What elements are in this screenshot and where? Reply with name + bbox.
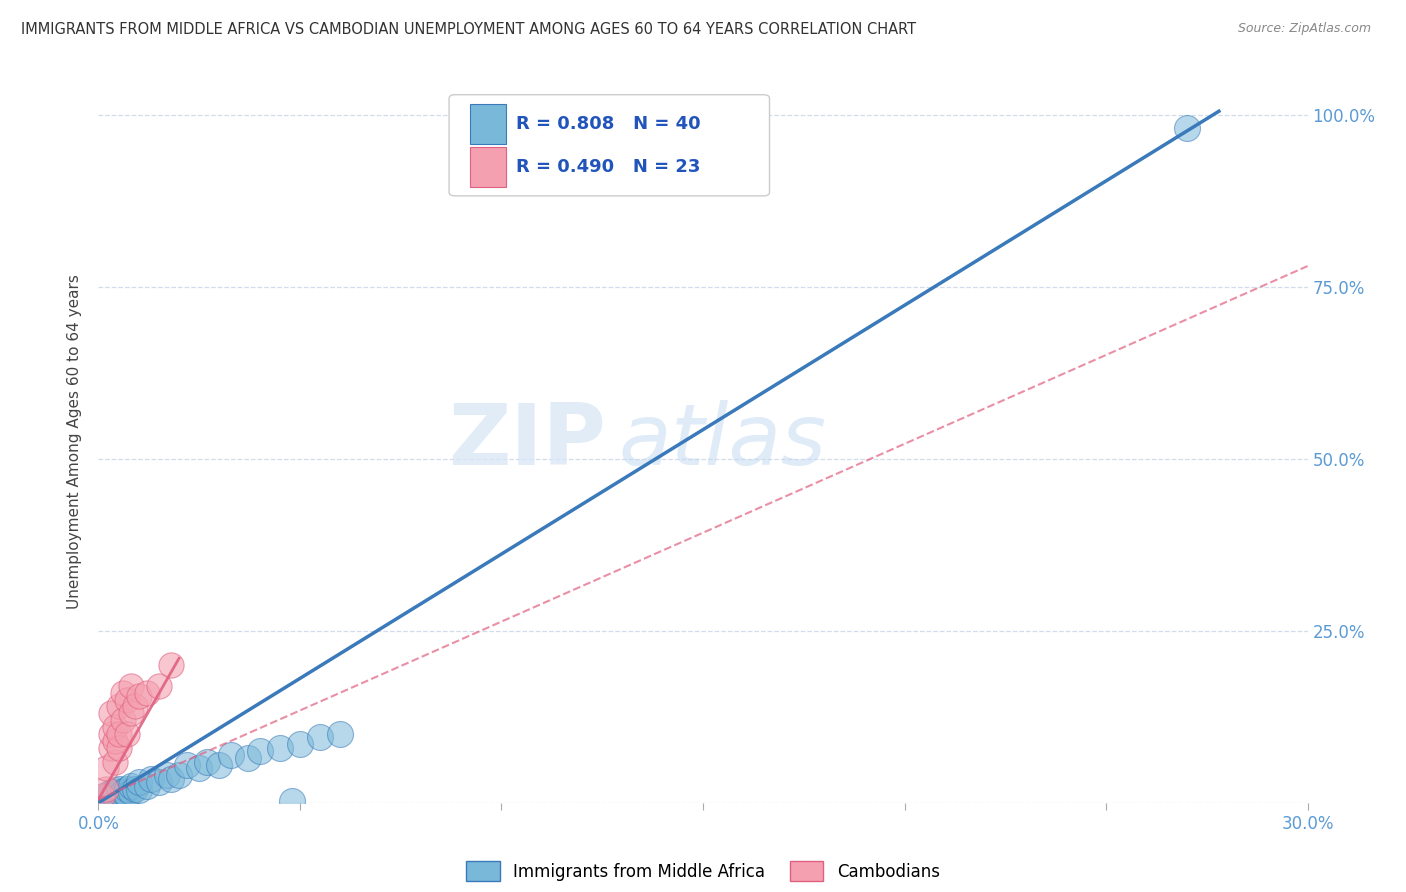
Text: R = 0.808   N = 40: R = 0.808 N = 40 — [516, 115, 700, 133]
Point — [107, 727, 129, 741]
Point — [100, 785, 122, 799]
Point — [115, 782, 138, 797]
Point — [128, 775, 150, 789]
Point — [195, 755, 218, 769]
Point — [111, 713, 134, 727]
Point — [107, 785, 129, 799]
Y-axis label: Unemployment Among Ages 60 to 64 years: Unemployment Among Ages 60 to 64 years — [67, 274, 83, 609]
Point — [107, 740, 129, 755]
Text: Source: ZipAtlas.com: Source: ZipAtlas.com — [1237, 22, 1371, 36]
Point — [188, 761, 211, 775]
Point — [120, 679, 142, 693]
Point — [128, 689, 150, 703]
Point — [96, 761, 118, 775]
Point — [107, 782, 129, 797]
Point — [91, 789, 114, 803]
Text: IMMIGRANTS FROM MIDDLE AFRICA VS CAMBODIAN UNEMPLOYMENT AMONG AGES 60 TO 64 YEAR: IMMIGRANTS FROM MIDDLE AFRICA VS CAMBODI… — [21, 22, 917, 37]
Point — [111, 686, 134, 700]
Point — [103, 720, 125, 734]
Point — [103, 790, 125, 805]
Point — [103, 734, 125, 748]
Point — [100, 740, 122, 755]
Point — [120, 779, 142, 793]
Point — [124, 782, 146, 797]
Point — [128, 783, 150, 797]
Point — [139, 772, 162, 786]
Point — [103, 755, 125, 769]
Point — [221, 747, 243, 762]
Point — [100, 706, 122, 721]
Point — [1175, 121, 1198, 136]
Text: atlas: atlas — [619, 400, 827, 483]
Point — [107, 699, 129, 714]
Point — [120, 785, 142, 799]
Text: ZIP: ZIP — [449, 400, 606, 483]
Point — [288, 737, 311, 751]
Point — [115, 788, 138, 802]
Point — [103, 783, 125, 797]
Text: R = 0.490   N = 23: R = 0.490 N = 23 — [516, 158, 700, 176]
Point — [208, 758, 231, 772]
Point — [135, 779, 157, 793]
Point — [120, 706, 142, 721]
Point — [96, 782, 118, 797]
Point — [115, 692, 138, 706]
Point — [160, 658, 183, 673]
Legend: Immigrants from Middle Africa, Cambodians: Immigrants from Middle Africa, Cambodian… — [460, 855, 946, 888]
Point — [111, 785, 134, 799]
Point — [135, 686, 157, 700]
Point — [148, 679, 170, 693]
FancyBboxPatch shape — [449, 95, 769, 196]
Point — [100, 789, 122, 803]
Point — [167, 768, 190, 782]
Point — [269, 740, 291, 755]
FancyBboxPatch shape — [470, 147, 506, 186]
FancyBboxPatch shape — [470, 103, 506, 144]
Point — [236, 751, 259, 765]
Point — [176, 758, 198, 772]
Point — [100, 792, 122, 806]
Point — [249, 744, 271, 758]
Point — [148, 775, 170, 789]
Point — [156, 768, 179, 782]
Point — [96, 788, 118, 802]
Point — [160, 772, 183, 786]
Point — [91, 792, 114, 806]
Point — [96, 790, 118, 805]
Point — [103, 788, 125, 802]
Point — [309, 731, 332, 745]
Point — [115, 727, 138, 741]
Point — [124, 699, 146, 714]
Point — [100, 727, 122, 741]
Point — [329, 727, 352, 741]
Point — [281, 794, 304, 808]
Point — [111, 789, 134, 803]
Point — [107, 789, 129, 803]
